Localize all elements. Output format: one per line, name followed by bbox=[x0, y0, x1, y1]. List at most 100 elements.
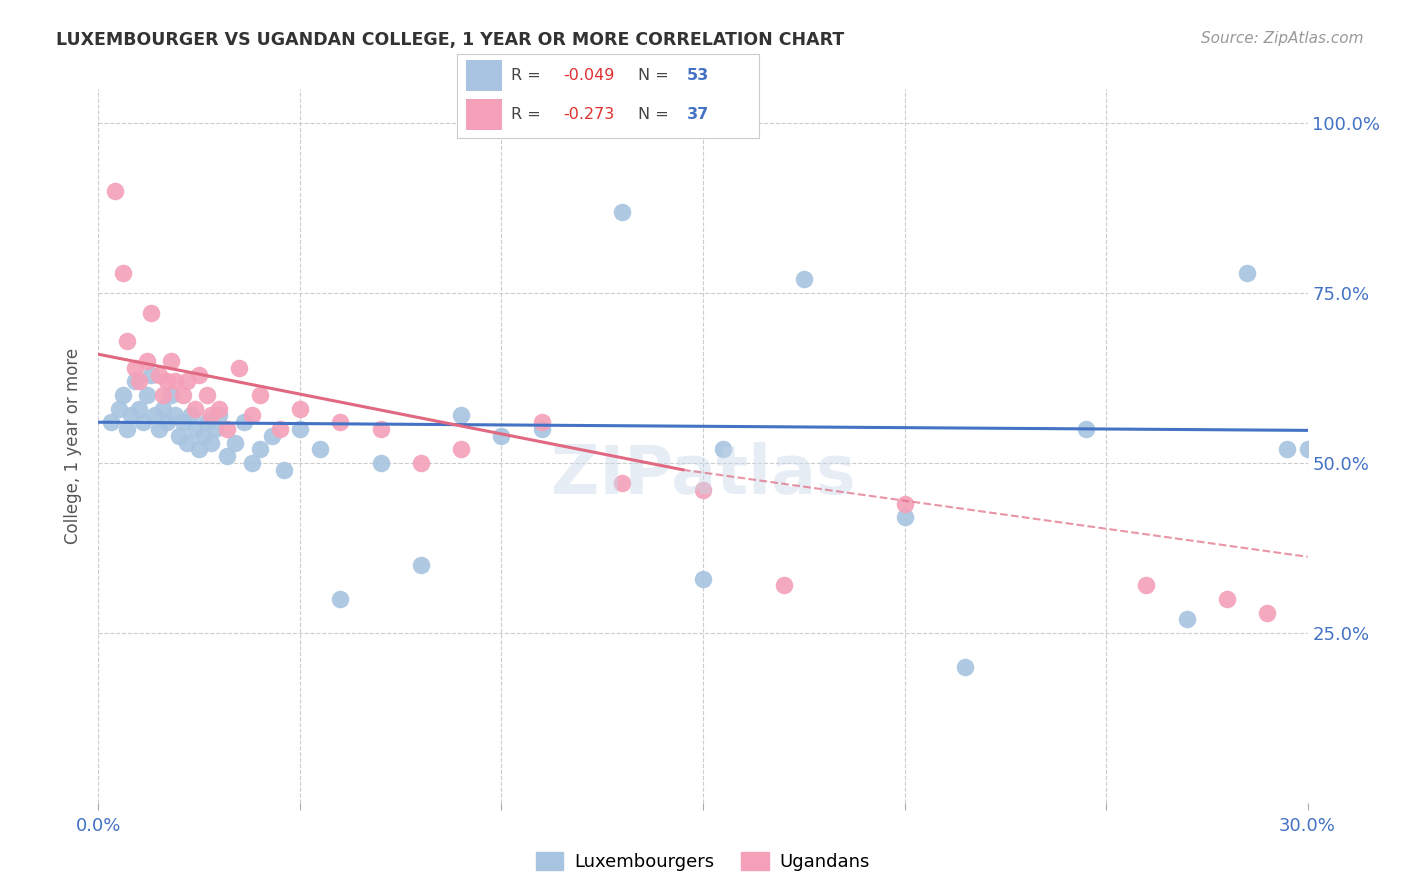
Point bbox=[135, 354, 157, 368]
Point bbox=[530, 415, 553, 429]
Point bbox=[167, 429, 190, 443]
Point bbox=[100, 415, 122, 429]
Point bbox=[160, 388, 183, 402]
Point bbox=[288, 401, 311, 416]
Point bbox=[793, 272, 815, 286]
Point bbox=[208, 409, 231, 423]
Point bbox=[1277, 442, 1299, 457]
Point bbox=[152, 401, 174, 416]
Point bbox=[115, 334, 138, 348]
Point bbox=[163, 409, 186, 423]
Point bbox=[692, 572, 714, 586]
Point bbox=[160, 354, 183, 368]
Point bbox=[107, 401, 129, 416]
Text: N =: N = bbox=[638, 107, 675, 122]
Point bbox=[139, 368, 162, 382]
Point bbox=[115, 422, 138, 436]
Point bbox=[172, 415, 194, 429]
Point bbox=[1236, 266, 1258, 280]
Point bbox=[132, 415, 155, 429]
Point bbox=[143, 409, 166, 423]
Point bbox=[111, 388, 134, 402]
Point bbox=[163, 375, 186, 389]
Point bbox=[953, 660, 976, 674]
Point bbox=[111, 266, 134, 280]
Text: N =: N = bbox=[638, 68, 675, 83]
Point bbox=[692, 483, 714, 498]
Point bbox=[128, 401, 150, 416]
Point bbox=[249, 388, 271, 402]
Point bbox=[450, 442, 472, 457]
Point bbox=[1074, 422, 1097, 436]
Point bbox=[188, 442, 211, 457]
Point bbox=[195, 388, 218, 402]
Point bbox=[273, 463, 295, 477]
Text: -0.049: -0.049 bbox=[562, 68, 614, 83]
Point bbox=[893, 497, 915, 511]
Text: -0.273: -0.273 bbox=[562, 107, 614, 122]
Point bbox=[148, 368, 170, 382]
Point bbox=[1135, 578, 1157, 592]
Text: R =: R = bbox=[512, 68, 547, 83]
Point bbox=[152, 388, 174, 402]
Point bbox=[188, 368, 211, 382]
Point bbox=[103, 184, 125, 198]
Point bbox=[1175, 612, 1198, 626]
Point bbox=[195, 415, 218, 429]
Point bbox=[612, 476, 634, 491]
Point bbox=[240, 456, 263, 470]
Point bbox=[309, 442, 332, 457]
Point bbox=[193, 429, 215, 443]
Text: ZIPatlas: ZIPatlas bbox=[551, 442, 855, 508]
Point bbox=[200, 435, 222, 450]
Legend: Luxembourgers, Ugandans: Luxembourgers, Ugandans bbox=[529, 845, 877, 879]
Point bbox=[329, 591, 352, 606]
Point bbox=[156, 415, 179, 429]
Point bbox=[370, 456, 392, 470]
Text: R =: R = bbox=[512, 107, 547, 122]
Point bbox=[120, 409, 142, 423]
Bar bbox=[465, 99, 502, 130]
Point bbox=[530, 422, 553, 436]
Point bbox=[711, 442, 734, 457]
Point bbox=[128, 375, 150, 389]
Point bbox=[148, 422, 170, 436]
Text: Source: ZipAtlas.com: Source: ZipAtlas.com bbox=[1201, 31, 1364, 46]
Point bbox=[224, 435, 246, 450]
Point bbox=[217, 422, 239, 436]
Text: LUXEMBOURGER VS UGANDAN COLLEGE, 1 YEAR OR MORE CORRELATION CHART: LUXEMBOURGER VS UGANDAN COLLEGE, 1 YEAR … bbox=[56, 31, 845, 49]
Point bbox=[200, 409, 222, 423]
Bar bbox=[465, 61, 502, 91]
Point bbox=[240, 409, 263, 423]
Point bbox=[329, 415, 352, 429]
Point bbox=[124, 360, 146, 375]
Point bbox=[124, 375, 146, 389]
Point bbox=[172, 388, 194, 402]
Point bbox=[491, 429, 513, 443]
Y-axis label: College, 1 year or more: College, 1 year or more bbox=[65, 348, 83, 544]
Point bbox=[208, 401, 231, 416]
Point bbox=[1216, 591, 1239, 606]
Point bbox=[176, 435, 198, 450]
Text: 53: 53 bbox=[686, 68, 709, 83]
Point bbox=[260, 429, 283, 443]
Point bbox=[156, 375, 179, 389]
Point bbox=[232, 415, 254, 429]
Point bbox=[409, 558, 432, 572]
Point bbox=[288, 422, 311, 436]
Point bbox=[772, 578, 794, 592]
Point bbox=[184, 401, 207, 416]
Point bbox=[139, 306, 162, 320]
Point bbox=[612, 204, 634, 219]
Point bbox=[409, 456, 432, 470]
Point bbox=[249, 442, 271, 457]
Point bbox=[269, 422, 291, 436]
Point bbox=[893, 510, 915, 524]
Point bbox=[217, 449, 239, 463]
Point bbox=[228, 360, 250, 375]
Text: 37: 37 bbox=[686, 107, 709, 122]
Point bbox=[1256, 606, 1278, 620]
Point bbox=[135, 388, 157, 402]
Point bbox=[180, 409, 202, 423]
Point bbox=[370, 422, 392, 436]
